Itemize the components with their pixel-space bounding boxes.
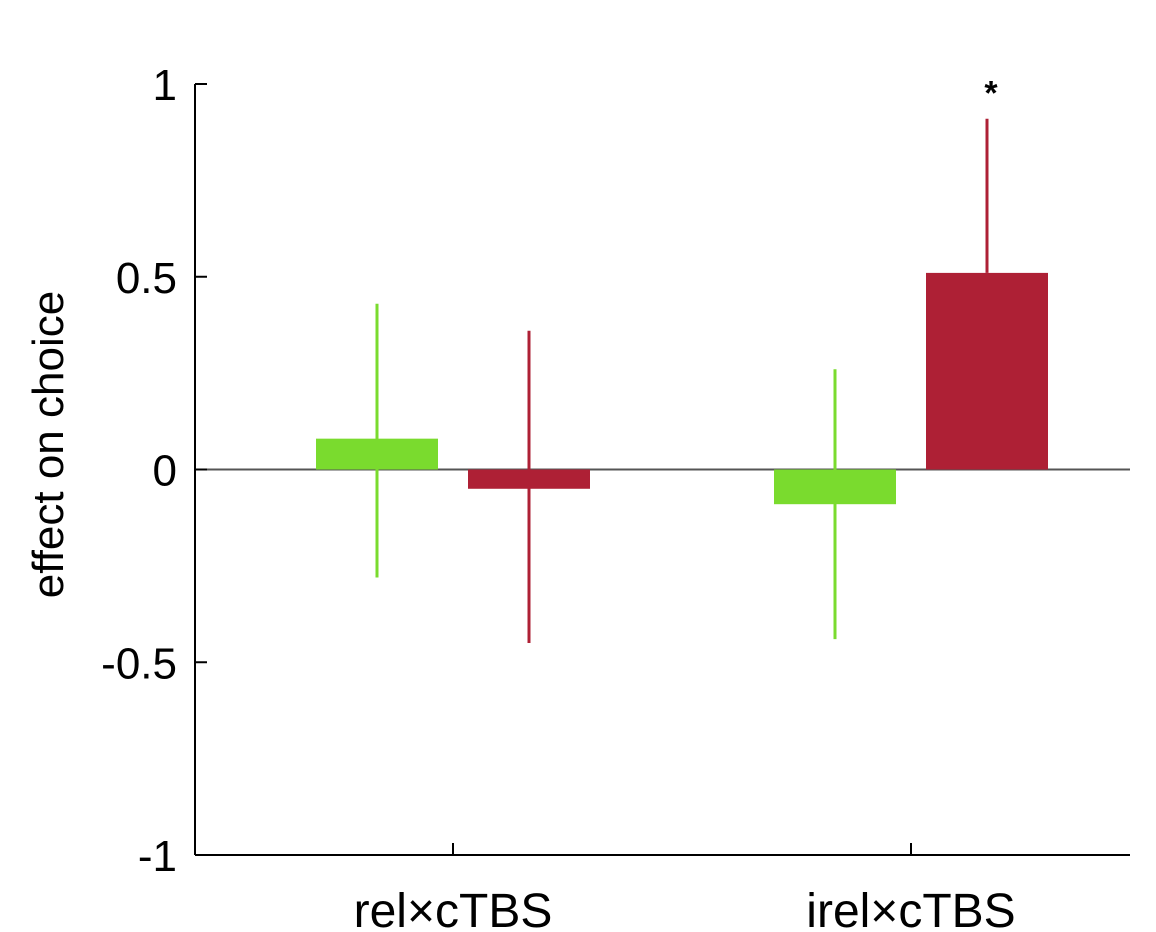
x-tick-label: rel×cTBS — [354, 885, 553, 932]
x-tick-label: irel×cTBS — [806, 885, 1015, 932]
y-tick-label: -0.5 — [101, 639, 177, 688]
y-axis-title: effect on choice — [24, 291, 73, 598]
labels: 1 0.5 0 -0.5 -1 effect on choice rel×cTBS irel×… — [24, 61, 1016, 932]
y-tick-label: 1 — [153, 61, 177, 110]
bars — [316, 118, 1048, 643]
bar-series2-cat2 — [926, 272, 1048, 470]
significance-annotation: * — [984, 75, 998, 113]
y-tick-label: -1 — [138, 832, 177, 881]
y-tick-label: 0.5 — [116, 254, 177, 303]
y-tick-label: 0 — [153, 447, 177, 496]
